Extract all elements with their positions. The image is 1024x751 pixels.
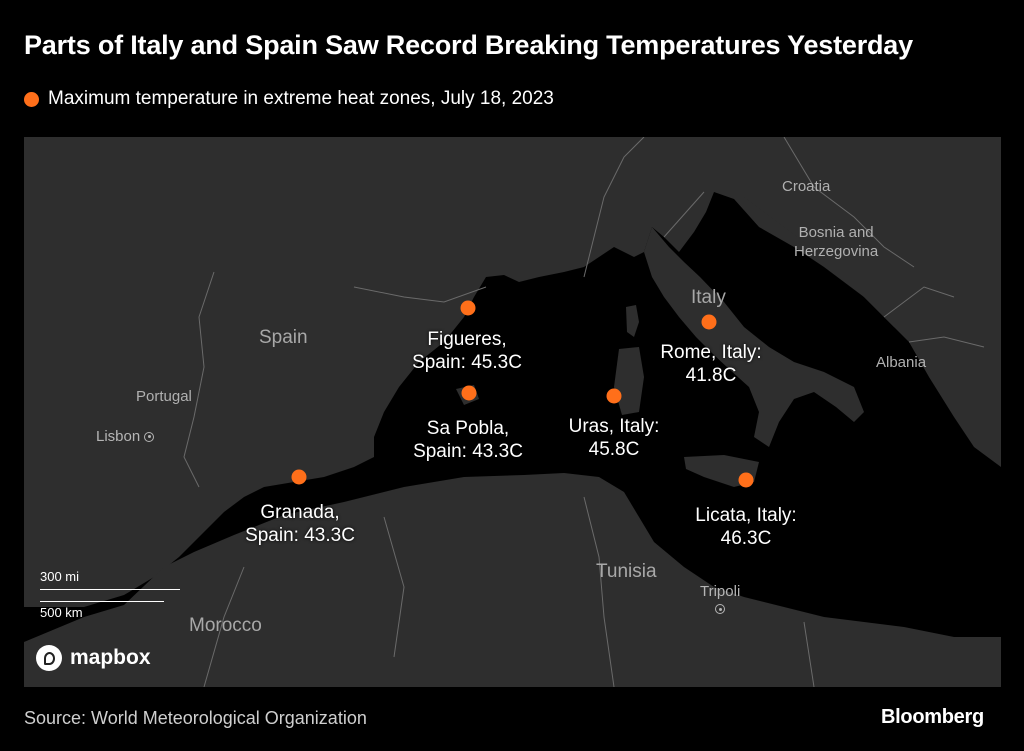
brand-logo: Bloomberg <box>881 706 984 728</box>
marker-place: Uras, Italy: <box>568 416 660 437</box>
corsica <box>626 305 639 337</box>
europe-land <box>24 137 1001 607</box>
marker-place: Figueres, <box>427 329 507 350</box>
city-dot-icon <box>715 604 726 614</box>
marker-uras[interactable] <box>606 388 622 404</box>
marker-licata[interactable] <box>738 472 754 488</box>
marker-label-granada: Granada, Spain: 43.3C <box>245 501 355 547</box>
source-note: Source: World Meteorological Organizatio… <box>24 708 367 728</box>
marker-value: Spain: 43.3C <box>245 525 355 546</box>
city-lisbon-label: Lisbon <box>96 428 141 445</box>
mapbox-label: mapbox <box>70 646 151 669</box>
legend-label: Maximum temperature in extreme heat zone… <box>48 88 554 109</box>
chart-title: Parts of Italy and Spain Saw Record Brea… <box>24 30 913 60</box>
mapbox-logo-icon <box>36 645 62 671</box>
marker-figueres[interactable] <box>460 300 476 316</box>
marker-label-sa-pobla: Sa Pobla, Spain: 43.3C <box>413 417 523 463</box>
marker-granada[interactable] <box>291 469 307 485</box>
marker-sa-pobla[interactable] <box>461 385 477 401</box>
label-albania: Albania <box>876 354 927 371</box>
marker-label-uras: Uras, Italy: 45.8C <box>569 415 660 461</box>
map[interactable]: Spain Portugal Italy Croatia Bosnia and … <box>24 137 1001 687</box>
label-croatia: Croatia <box>782 178 831 195</box>
city-lisbon: Lisbon <box>96 428 155 445</box>
marker-place: Sa Pobla, <box>426 418 510 439</box>
label-bosnia-line1: Bosnia and <box>798 224 874 241</box>
marker-place: Licata, Italy: <box>695 505 797 526</box>
italy-land <box>644 227 864 447</box>
label-bosnia-line2: Herzegovina <box>794 243 879 260</box>
marker-label-rome: Rome, Italy: 41.8C <box>660 341 761 387</box>
label-spain: Spain <box>259 327 308 348</box>
scale-miles: 300 mi <box>40 569 80 584</box>
map-basemap <box>24 137 1001 687</box>
scale-line-km <box>40 601 164 602</box>
marker-value: Spain: 43.3C <box>413 441 523 462</box>
label-portugal: Portugal <box>136 388 192 405</box>
label-morocco: Morocco <box>189 615 262 636</box>
scale-line-miles <box>40 589 180 590</box>
marker-value: Spain: 45.3C <box>412 352 522 373</box>
marker-label-figueres: Figueres, Spain: 45.3C <box>412 328 522 374</box>
marker-place: Granada, <box>260 502 340 523</box>
mapbox-attribution[interactable]: mapbox <box>36 645 151 671</box>
marker-place: Rome, Italy: <box>660 342 762 363</box>
label-italy: Italy <box>691 287 726 308</box>
marker-rome[interactable] <box>701 314 717 330</box>
label-tunisia: Tunisia <box>596 561 657 582</box>
city-tripoli-label: Tripoli <box>700 583 741 600</box>
label-bosnia: Bosnia and Herzegovina <box>794 223 878 261</box>
marker-label-licata: Licata, Italy: 46.3C <box>695 504 796 550</box>
africa-land <box>24 473 1001 687</box>
legend: Maximum temperature in extreme heat zone… <box>24 88 554 110</box>
scale-km: 500 km <box>40 605 83 620</box>
city-tripoli: Tripoli <box>700 583 740 614</box>
legend-dot-icon <box>24 91 39 107</box>
balkans-land <box>744 137 1001 467</box>
sardinia <box>614 347 644 415</box>
marker-value: 41.8C <box>685 365 737 386</box>
city-dot-icon <box>144 431 155 442</box>
marker-value: 45.8C <box>588 439 640 460</box>
marker-value: 46.3C <box>720 528 772 549</box>
